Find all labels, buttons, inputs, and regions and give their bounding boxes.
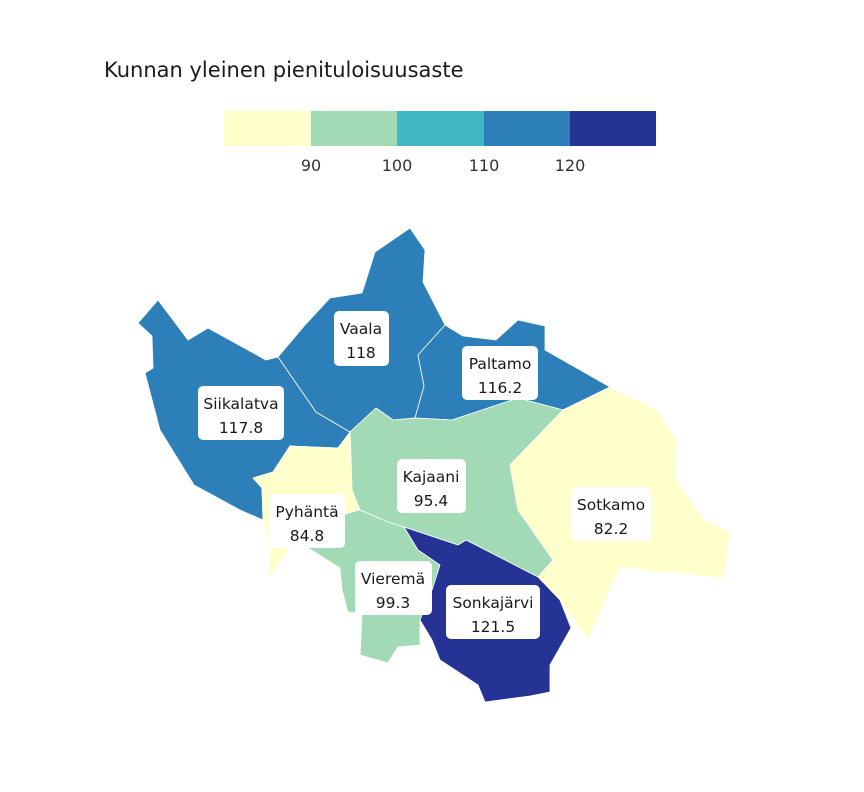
map-title: Kunnan yleinen pienituloisuusaste xyxy=(104,58,464,82)
municipality-value: 118 xyxy=(346,344,376,362)
label-sonkajarvi: Sonkajärvi 121.5 xyxy=(446,585,540,639)
municipality-name: Sotkamo xyxy=(577,496,645,514)
municipality-name: Paltamo xyxy=(469,355,532,373)
municipality-value: 95.4 xyxy=(414,492,449,510)
municipality-value: 121.5 xyxy=(471,618,515,636)
label-vierema: Vieremä 99.3 xyxy=(355,561,432,615)
legend-swatch-110-120 xyxy=(484,111,570,146)
label-kajaani: Kajaani 95.4 xyxy=(397,459,466,513)
municipality-value: 116.2 xyxy=(478,379,522,397)
legend-swatch-100-110 xyxy=(397,111,484,146)
municipality-value: 117.8 xyxy=(219,419,263,437)
municipality-name: Pyhäntä xyxy=(275,503,338,521)
legend-swatch-90-100 xyxy=(311,111,397,146)
label-sotkamo: Sotkamo 82.2 xyxy=(571,487,651,541)
municipality-value: 99.3 xyxy=(376,594,411,612)
legend-tick-label: 90 xyxy=(301,156,321,175)
municipality-value: 82.2 xyxy=(594,520,629,538)
legend-tick-label: 120 xyxy=(555,156,586,175)
municipality-labels: Siikalatva 117.8 Vaala 118 Paltamo 116.2… xyxy=(198,311,651,639)
municipality-name: Vieremä xyxy=(361,570,425,588)
municipality-value: 84.8 xyxy=(290,527,325,545)
label-vaala: Vaala 118 xyxy=(334,311,389,366)
municipality-name: Sonkajärvi xyxy=(452,594,533,612)
label-paltamo: Paltamo 116.2 xyxy=(462,346,538,400)
legend-tick-label: 110 xyxy=(469,156,500,175)
legend-swatch-above-120 xyxy=(570,111,656,146)
label-siikalatva: Siikalatva 117.8 xyxy=(198,386,284,440)
municipality-name: Vaala xyxy=(340,320,382,338)
legend: 90 100 110 120 xyxy=(224,111,656,175)
label-pyhanta: Pyhäntä 84.8 xyxy=(269,494,345,548)
legend-tick-label: 100 xyxy=(382,156,413,175)
municipality-name: Siikalatva xyxy=(203,395,278,413)
legend-swatch-below-90 xyxy=(224,111,311,146)
municipality-name: Kajaani xyxy=(403,468,460,486)
